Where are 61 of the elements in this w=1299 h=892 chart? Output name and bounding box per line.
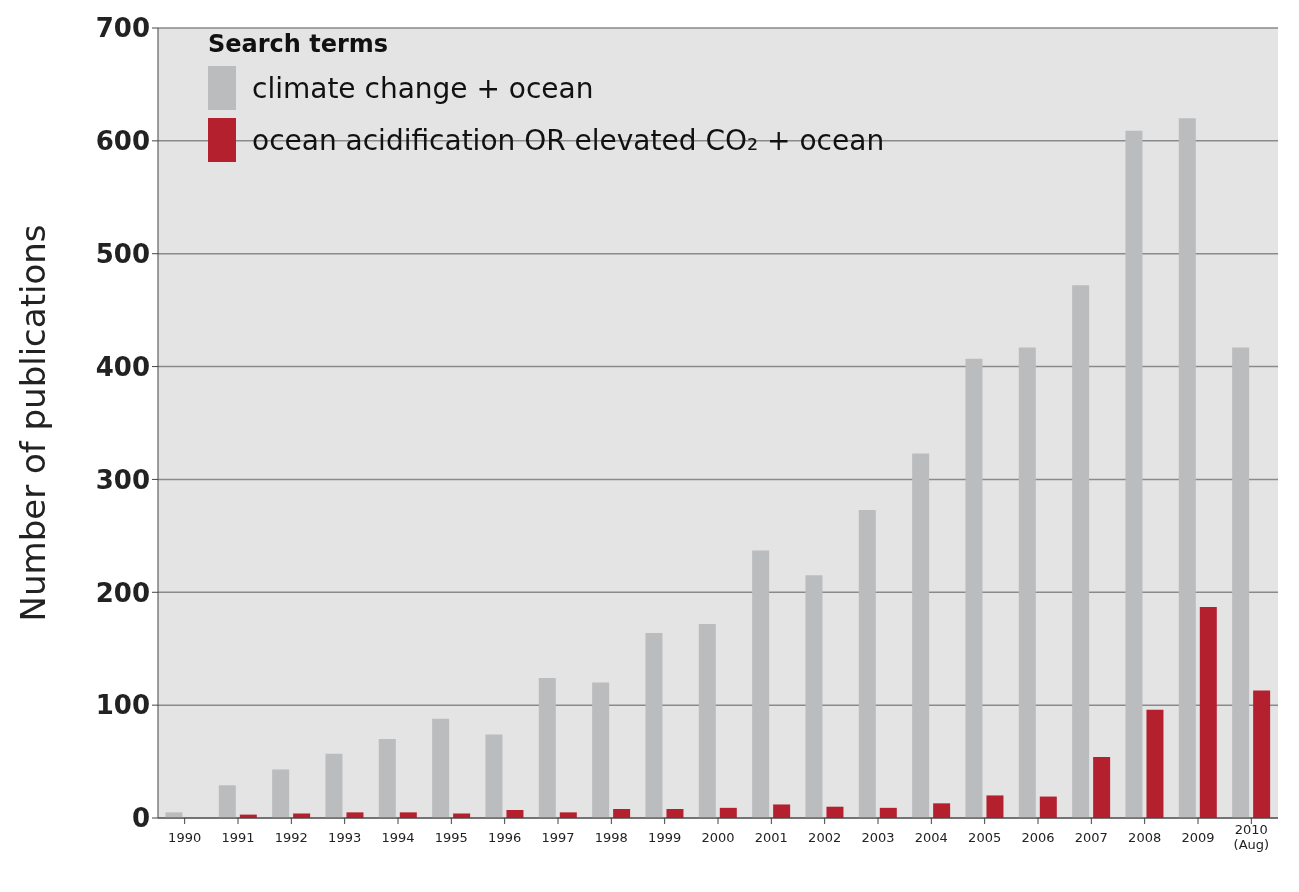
y-tick-label: 300: [95, 464, 150, 495]
bar: [1072, 285, 1090, 818]
x-tick-label: 2009: [1181, 830, 1215, 845]
x-tick-label: 1991: [221, 830, 255, 845]
x-tick-label: 2001: [754, 830, 788, 845]
legend-label: climate change + ocean: [252, 71, 594, 105]
y-tick-label: 400: [95, 351, 150, 382]
y-tick-label: 700: [95, 13, 150, 44]
bar: [432, 718, 450, 818]
y-tick-label: 100: [95, 690, 150, 721]
y-axis-title: Number of publications: [13, 224, 54, 622]
x-tick-label: 2010 (Aug): [1233, 822, 1270, 852]
bar: [1232, 347, 1250, 818]
legend-title: Search terms: [208, 30, 390, 58]
x-tick-label: 1996: [488, 830, 522, 845]
bar: [538, 678, 556, 818]
bar: [1146, 709, 1164, 818]
bar: [1093, 757, 1111, 818]
bar: [485, 734, 503, 818]
x-tick-label: 2005: [968, 830, 1002, 845]
bar: [752, 550, 770, 818]
bar: [1125, 130, 1143, 818]
bar: [378, 739, 396, 818]
y-tick-label: 0: [131, 803, 150, 834]
bar: [805, 575, 823, 818]
x-tick-label: 1998: [594, 830, 628, 845]
x-tick-label: 1997: [541, 830, 575, 845]
x-tick-label: 2003: [861, 830, 895, 845]
x-tick-label: 1999: [648, 830, 682, 845]
x-tick-label: 1992: [274, 830, 308, 845]
x-tick-label: 2007: [1074, 830, 1108, 845]
bar: [912, 453, 930, 818]
x-tick-label: 1990: [168, 830, 202, 845]
y-tick-label: 500: [95, 238, 150, 269]
bar: [1039, 796, 1057, 818]
x-tick-label: 1994: [381, 830, 415, 845]
bar: [933, 803, 951, 818]
bar: [645, 632, 663, 818]
bar: [965, 358, 983, 818]
legend-label: ocean acidification OR elevated CO₂ + ocean: [252, 123, 885, 157]
bar: [1253, 690, 1271, 818]
x-tick-label: 1993: [328, 830, 362, 845]
bar: [986, 795, 1004, 818]
bar: [592, 682, 610, 818]
x-tick-label: 2004: [914, 830, 948, 845]
bar: [218, 785, 236, 818]
bar: [773, 804, 791, 818]
x-tick-label: 2008: [1128, 830, 1162, 845]
y-tick-label: 200: [95, 577, 150, 608]
bar: [325, 753, 343, 818]
bar: [1018, 347, 1036, 818]
x-tick-label: 2000: [701, 830, 735, 845]
bar: [272, 769, 290, 818]
bar: [1178, 118, 1196, 818]
bar: [1199, 606, 1217, 818]
y-tick-label: 600: [95, 126, 150, 157]
bar: [698, 623, 716, 818]
x-tick-label: 2002: [808, 830, 842, 845]
x-tick-label: 1995: [434, 830, 468, 845]
bar: [858, 509, 876, 818]
x-tick-label: 2006: [1021, 830, 1055, 845]
